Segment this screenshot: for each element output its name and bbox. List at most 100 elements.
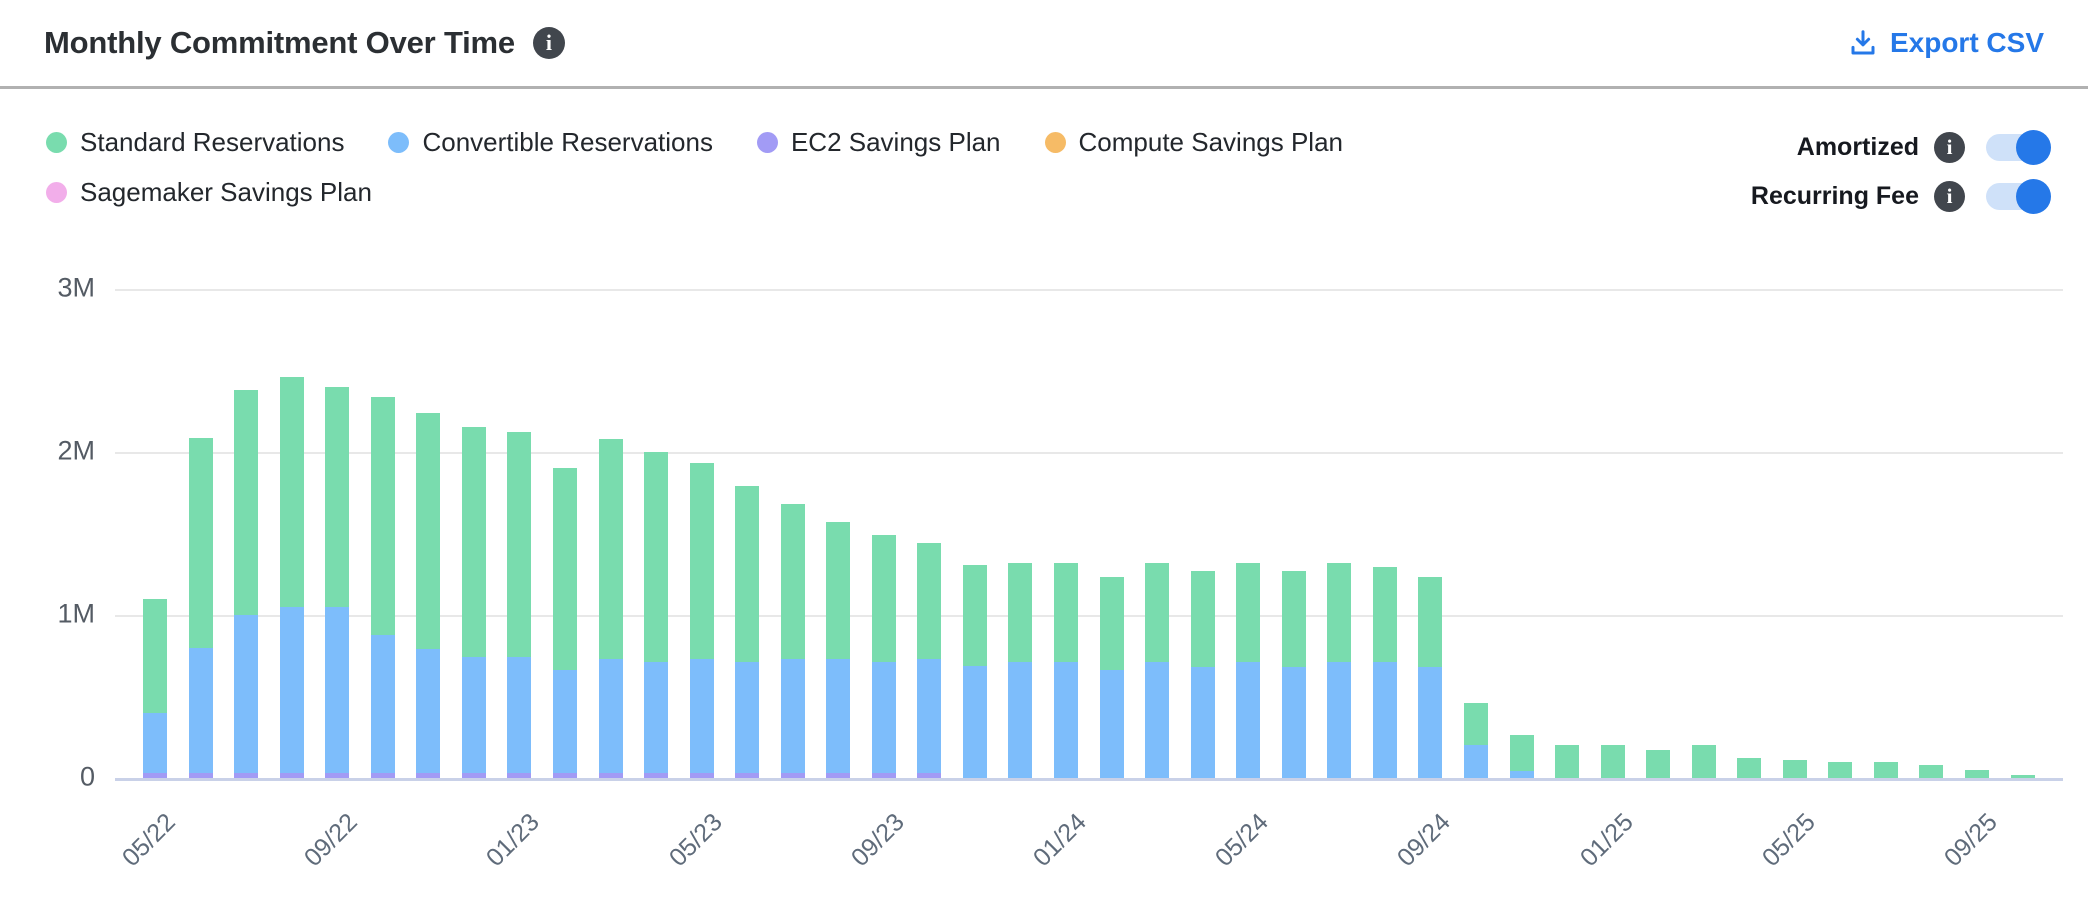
bar-08-25[interactable] xyxy=(1919,765,1943,778)
bar-11-24[interactable] xyxy=(1510,735,1534,778)
segment-standard-reservations xyxy=(1646,750,1670,778)
bar-08-22[interactable] xyxy=(280,377,304,778)
bar-02-24[interactable] xyxy=(1100,577,1124,778)
segment-standard-reservations xyxy=(690,463,714,659)
bar-02-25[interactable] xyxy=(1646,750,1670,778)
segment-standard-reservations xyxy=(1510,735,1534,771)
y-axis-tick-2M: 2M xyxy=(57,435,95,466)
bar-06-22[interactable] xyxy=(189,437,213,778)
y-axis-tick-3M: 3M xyxy=(57,272,95,303)
bar-06-23[interactable] xyxy=(735,486,759,778)
segment-convertible-reservations xyxy=(1510,771,1534,778)
segment-standard-reservations xyxy=(917,543,941,659)
x-axis-tick-01-25: 01/25 xyxy=(1574,808,1639,873)
segment-convertible-reservations xyxy=(280,607,304,773)
bar-12-22[interactable] xyxy=(462,427,486,778)
x-axis-tick-05-23: 05/23 xyxy=(663,808,728,873)
segment-ec2-savings-plan xyxy=(189,773,213,778)
legend-item-ec2-savings-plan[interactable]: EC2 Savings Plan xyxy=(756,126,1001,158)
bar-01-25[interactable] xyxy=(1601,745,1625,778)
legend-item-sagemaker-savings-plan[interactable]: Sagemaker Savings Plan xyxy=(46,176,372,208)
bar-01-24[interactable] xyxy=(1054,563,1078,778)
bar-09-24[interactable] xyxy=(1418,577,1442,778)
legend-item-standard-reservations[interactable]: Standard Reservations xyxy=(46,126,344,158)
bar-10-24[interactable] xyxy=(1464,703,1488,778)
segment-standard-reservations xyxy=(280,377,304,607)
segment-convertible-reservations xyxy=(143,713,167,773)
segment-convertible-reservations xyxy=(690,659,714,773)
bar-04-23[interactable] xyxy=(644,452,668,778)
export-csv-button[interactable]: Export CSV xyxy=(1848,27,2044,59)
bar-10-23[interactable] xyxy=(917,543,941,778)
bar-01-23[interactable] xyxy=(507,432,531,778)
bar-12-24[interactable] xyxy=(1555,745,1579,778)
segment-convertible-reservations xyxy=(1054,662,1078,778)
amortized-toggle-switch[interactable] xyxy=(1986,129,2051,165)
bar-06-24[interactable] xyxy=(1282,571,1306,778)
bar-05-24[interactable] xyxy=(1236,563,1260,778)
bar-11-23[interactable] xyxy=(963,564,987,778)
bar-03-24[interactable] xyxy=(1145,563,1169,778)
bar-08-23[interactable] xyxy=(826,522,850,778)
segment-convertible-reservations xyxy=(1008,662,1032,778)
segment-ec2-savings-plan xyxy=(872,773,896,778)
chart-toggles: Amortized i Recurring Fee i xyxy=(1750,129,2051,214)
bar-10-22[interactable] xyxy=(371,397,395,778)
segment-convertible-reservations xyxy=(234,615,258,773)
bar-07-22[interactable] xyxy=(234,390,258,778)
segment-standard-reservations xyxy=(1327,563,1351,662)
recurring-fee-info-icon[interactable]: i xyxy=(1934,180,1965,212)
chart-legend: Standard Reservations Convertible Reserva… xyxy=(46,126,1506,208)
legend-dot-icon xyxy=(46,181,67,203)
bar-09-25[interactable] xyxy=(1965,770,1989,778)
segment-standard-reservations xyxy=(1236,563,1260,662)
segment-standard-reservations xyxy=(553,468,577,670)
x-axis-tick-05-25: 05/25 xyxy=(1756,808,1821,873)
segment-ec2-savings-plan xyxy=(599,773,623,778)
bar-09-22[interactable] xyxy=(325,387,349,778)
segment-convertible-reservations xyxy=(416,649,440,773)
segment-convertible-reservations xyxy=(1418,667,1442,778)
bar-12-23[interactable] xyxy=(1008,563,1032,778)
bar-02-23[interactable] xyxy=(553,468,577,778)
bar-04-25[interactable] xyxy=(1737,758,1761,778)
x-axis-tick-01-23: 01/23 xyxy=(481,808,546,873)
legend-label: EC2 Savings Plan xyxy=(790,126,1001,157)
bar-05-23[interactable] xyxy=(690,463,714,778)
bar-05-25[interactable] xyxy=(1783,760,1807,778)
segment-standard-reservations xyxy=(963,565,987,666)
header-divider xyxy=(0,86,2088,89)
segment-convertible-reservations xyxy=(1282,667,1306,778)
bar-04-24[interactable] xyxy=(1191,571,1215,778)
toggle-label: Amortized xyxy=(1796,132,1919,161)
bar-03-25[interactable] xyxy=(1692,745,1716,778)
segment-ec2-savings-plan xyxy=(416,773,440,778)
bar-07-25[interactable] xyxy=(1874,762,1898,778)
bar-07-24[interactable] xyxy=(1327,563,1351,778)
bar-05-22[interactable] xyxy=(143,599,167,778)
bar-03-23[interactable] xyxy=(599,439,623,778)
segment-standard-reservations xyxy=(143,599,167,713)
segment-ec2-savings-plan xyxy=(735,773,759,778)
segment-convertible-reservations xyxy=(735,662,759,773)
toggle-label: Recurring Fee xyxy=(1750,181,1919,210)
bar-09-23[interactable] xyxy=(872,535,896,778)
bar-10-25[interactable] xyxy=(2011,775,2035,778)
recurring-fee-toggle-switch[interactable] xyxy=(1986,178,2051,214)
legend-dot-icon xyxy=(46,131,67,153)
segment-standard-reservations xyxy=(1008,563,1032,662)
title-info-icon[interactable]: i xyxy=(532,27,565,59)
legend-item-convertible-reservations[interactable]: Convertible Reservations xyxy=(388,126,713,158)
bar-08-24[interactable] xyxy=(1373,567,1397,778)
segment-standard-reservations xyxy=(644,452,668,662)
bar-06-25[interactable] xyxy=(1828,762,1852,778)
monthly-commitment-chart: 3M 2M 1M 0 05/22 09/22 01/23 05/23 09/23 01/24 05/… xyxy=(0,230,2088,922)
legend-label: Convertible Reservations xyxy=(422,126,713,157)
segment-standard-reservations xyxy=(599,439,623,659)
bar-11-22[interactable] xyxy=(416,413,440,778)
segment-convertible-reservations xyxy=(1100,670,1124,778)
legend-item-compute-savings-plan[interactable]: Compute Savings Plan xyxy=(1044,126,1343,158)
bar-07-23[interactable] xyxy=(781,504,805,778)
segment-standard-reservations xyxy=(462,427,486,657)
amortized-info-icon[interactable]: i xyxy=(1934,131,1965,163)
